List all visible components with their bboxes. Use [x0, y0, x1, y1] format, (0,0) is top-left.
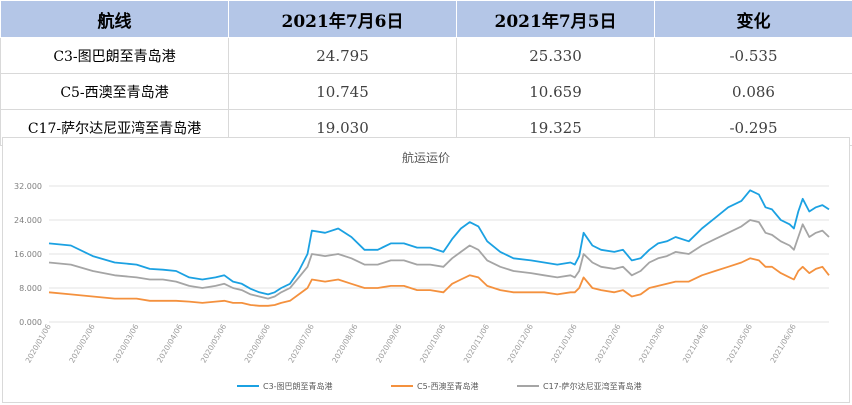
header-date-2: 2021年7月5日	[456, 0, 655, 38]
change-cell: 0.086	[654, 73, 852, 110]
chart-title: 航运运价	[402, 150, 450, 165]
x-tick-label: 2020/11/06	[462, 322, 492, 364]
x-tick-label: 2020/09/06	[374, 322, 404, 364]
series-line-1	[48, 189, 830, 296]
header-date-1: 2021年7月6日	[228, 0, 457, 38]
x-tick-label: 2020/02/06	[67, 322, 97, 364]
x-tick-label: 2020/01/06	[24, 322, 54, 364]
change-cell: -0.535	[654, 37, 852, 74]
y-tick-label: 16.000	[14, 250, 42, 259]
x-tick-label: 2021/04/06	[681, 322, 711, 364]
x-tick-label: 2020/08/06	[330, 322, 360, 364]
x-tick-label: 2021/02/06	[593, 322, 623, 364]
rates-table: 航线 2021年7月6日 2021年7月5日 变化 C3-图巴朗至青岛港 24.…	[0, 0, 852, 146]
x-tick-label: 2020/10/06	[418, 322, 448, 364]
y-tick-label: 24.000	[14, 216, 42, 225]
series-line-3	[48, 219, 830, 300]
chart-panel: 航运运价 0.000 8.000 16.000 24.000 32.000 2020/01/…	[2, 137, 850, 403]
x-tick-label: 2020/07/06	[286, 322, 316, 364]
series-line-2	[48, 257, 830, 307]
legend-label: C3-图巴朗至青岛港	[263, 381, 333, 391]
value-date-1: 24.795	[228, 37, 457, 74]
route-cell: C5-西澳至青岛港	[0, 73, 229, 110]
table-row: C5-西澳至青岛港 10.745 10.659 0.086	[0, 73, 852, 110]
table-row: C3-图巴朗至青岛港 24.795 25.330 -0.535	[0, 37, 852, 74]
x-tick-label: 2020/03/06	[111, 322, 141, 364]
x-tick-label: 2020/12/06	[506, 322, 536, 364]
x-tick-label: 2020/06/06	[243, 322, 273, 364]
value-date-2: 10.659	[456, 73, 655, 110]
header-change: 变化	[654, 0, 852, 38]
x-tick-label: 2021/01/06	[549, 322, 579, 364]
legend-label: C5-西澳至青岛港	[417, 381, 479, 391]
legend-label: C17-萨尔达尼亚湾至青岛港	[543, 381, 642, 391]
y-tick-label: 0.000	[19, 318, 42, 327]
header-route: 航线	[0, 0, 229, 38]
route-cell: C3-图巴朗至青岛港	[0, 37, 229, 74]
table-header-row: 航线 2021年7月6日 2021年7月5日 变化	[0, 0, 852, 38]
x-tick-label: 2021/03/06	[637, 322, 667, 364]
x-tick-label: 2021/06/06	[768, 322, 798, 364]
x-tick-label: 2021/05/06	[725, 322, 755, 364]
y-tick-label: 32.000	[14, 182, 42, 191]
y-tick-label: 8.000	[19, 284, 42, 293]
x-tick-label: 2020/04/06	[155, 322, 185, 364]
value-date-1: 10.745	[228, 73, 457, 110]
x-tick-label: 2020/05/06	[199, 322, 229, 364]
freight-rate-chart: 航运运价 0.000 8.000 16.000 24.000 32.000 2020/01/…	[14, 150, 830, 391]
value-date-2: 25.330	[456, 37, 655, 74]
